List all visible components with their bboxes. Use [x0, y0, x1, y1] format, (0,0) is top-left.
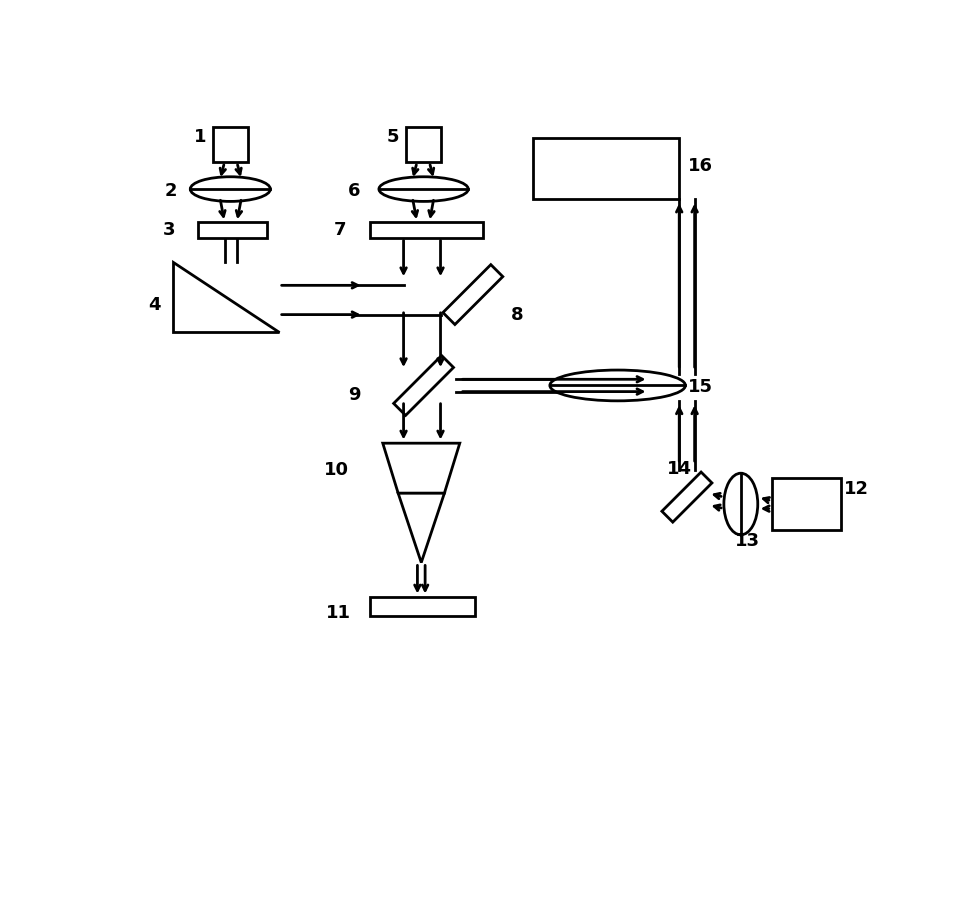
Bar [771, 478, 840, 530]
Text: 4: 4 [148, 296, 160, 314]
Text: 14: 14 [666, 460, 691, 477]
Text: 6: 6 [347, 182, 360, 200]
Ellipse shape [723, 474, 757, 535]
Bar [370, 597, 474, 616]
Polygon shape [382, 443, 460, 493]
Text: 5: 5 [386, 128, 399, 146]
Bar [532, 137, 679, 199]
Ellipse shape [550, 370, 685, 400]
Text: 1: 1 [194, 128, 206, 146]
Ellipse shape [190, 177, 270, 201]
Text: 15: 15 [688, 378, 713, 396]
Text: 16: 16 [688, 157, 713, 175]
Text: 8: 8 [511, 306, 523, 324]
Ellipse shape [378, 177, 467, 201]
Polygon shape [661, 472, 711, 522]
Text: 3: 3 [163, 221, 176, 239]
Polygon shape [398, 493, 444, 563]
Polygon shape [172, 262, 279, 332]
Bar [370, 222, 482, 237]
Bar [406, 127, 440, 162]
Text: 2: 2 [164, 182, 177, 200]
Text: 10: 10 [324, 461, 349, 479]
Text: 7: 7 [333, 221, 346, 239]
Bar [198, 222, 267, 237]
Polygon shape [393, 355, 453, 416]
Polygon shape [442, 264, 503, 325]
Text: 11: 11 [326, 603, 351, 621]
Text: 9: 9 [347, 386, 360, 404]
Bar [213, 127, 247, 162]
Text: 13: 13 [734, 532, 759, 550]
Text: 12: 12 [843, 481, 867, 499]
